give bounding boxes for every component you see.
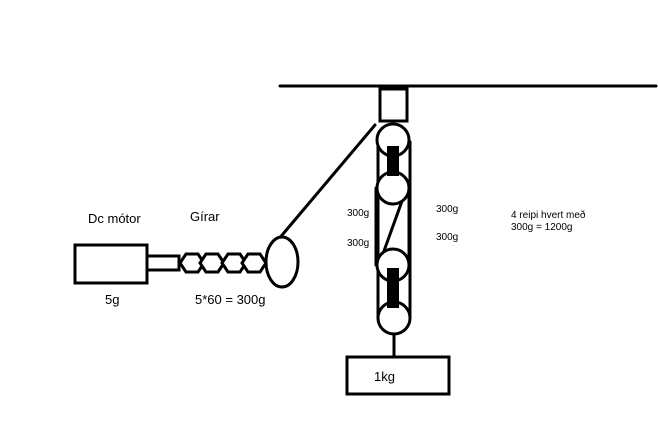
rope-label-left-top: 300g xyxy=(347,208,369,219)
load-mass-label: 1kg xyxy=(374,369,395,384)
motor-body xyxy=(73,243,149,285)
gear-4 xyxy=(240,252,268,274)
load-box xyxy=(345,355,451,396)
pulley-upper-middle xyxy=(375,170,411,206)
note-line-2: 300g = 1200g xyxy=(511,222,572,233)
axle-bar-lower xyxy=(387,268,399,308)
rope-label-left-bottom: 300g xyxy=(347,238,369,249)
gear-calc-label: 5*60 = 300g xyxy=(195,292,265,307)
axle-bar-upper xyxy=(387,146,399,176)
drive-rope xyxy=(270,123,377,249)
gear-train xyxy=(178,252,268,274)
note-line-1: 4 reipi hvert með xyxy=(511,209,586,221)
rope-label-right-top: 300g xyxy=(436,204,458,215)
motor-shaft xyxy=(145,254,181,272)
gears-label: Gírar xyxy=(190,209,220,224)
motor-mass-label: 5g xyxy=(105,292,119,307)
motor-label: Dc mótor xyxy=(88,211,141,226)
rope-label-right-bottom: 300g xyxy=(436,232,458,243)
ceiling-mount xyxy=(378,87,409,123)
winding-drum xyxy=(264,235,300,289)
